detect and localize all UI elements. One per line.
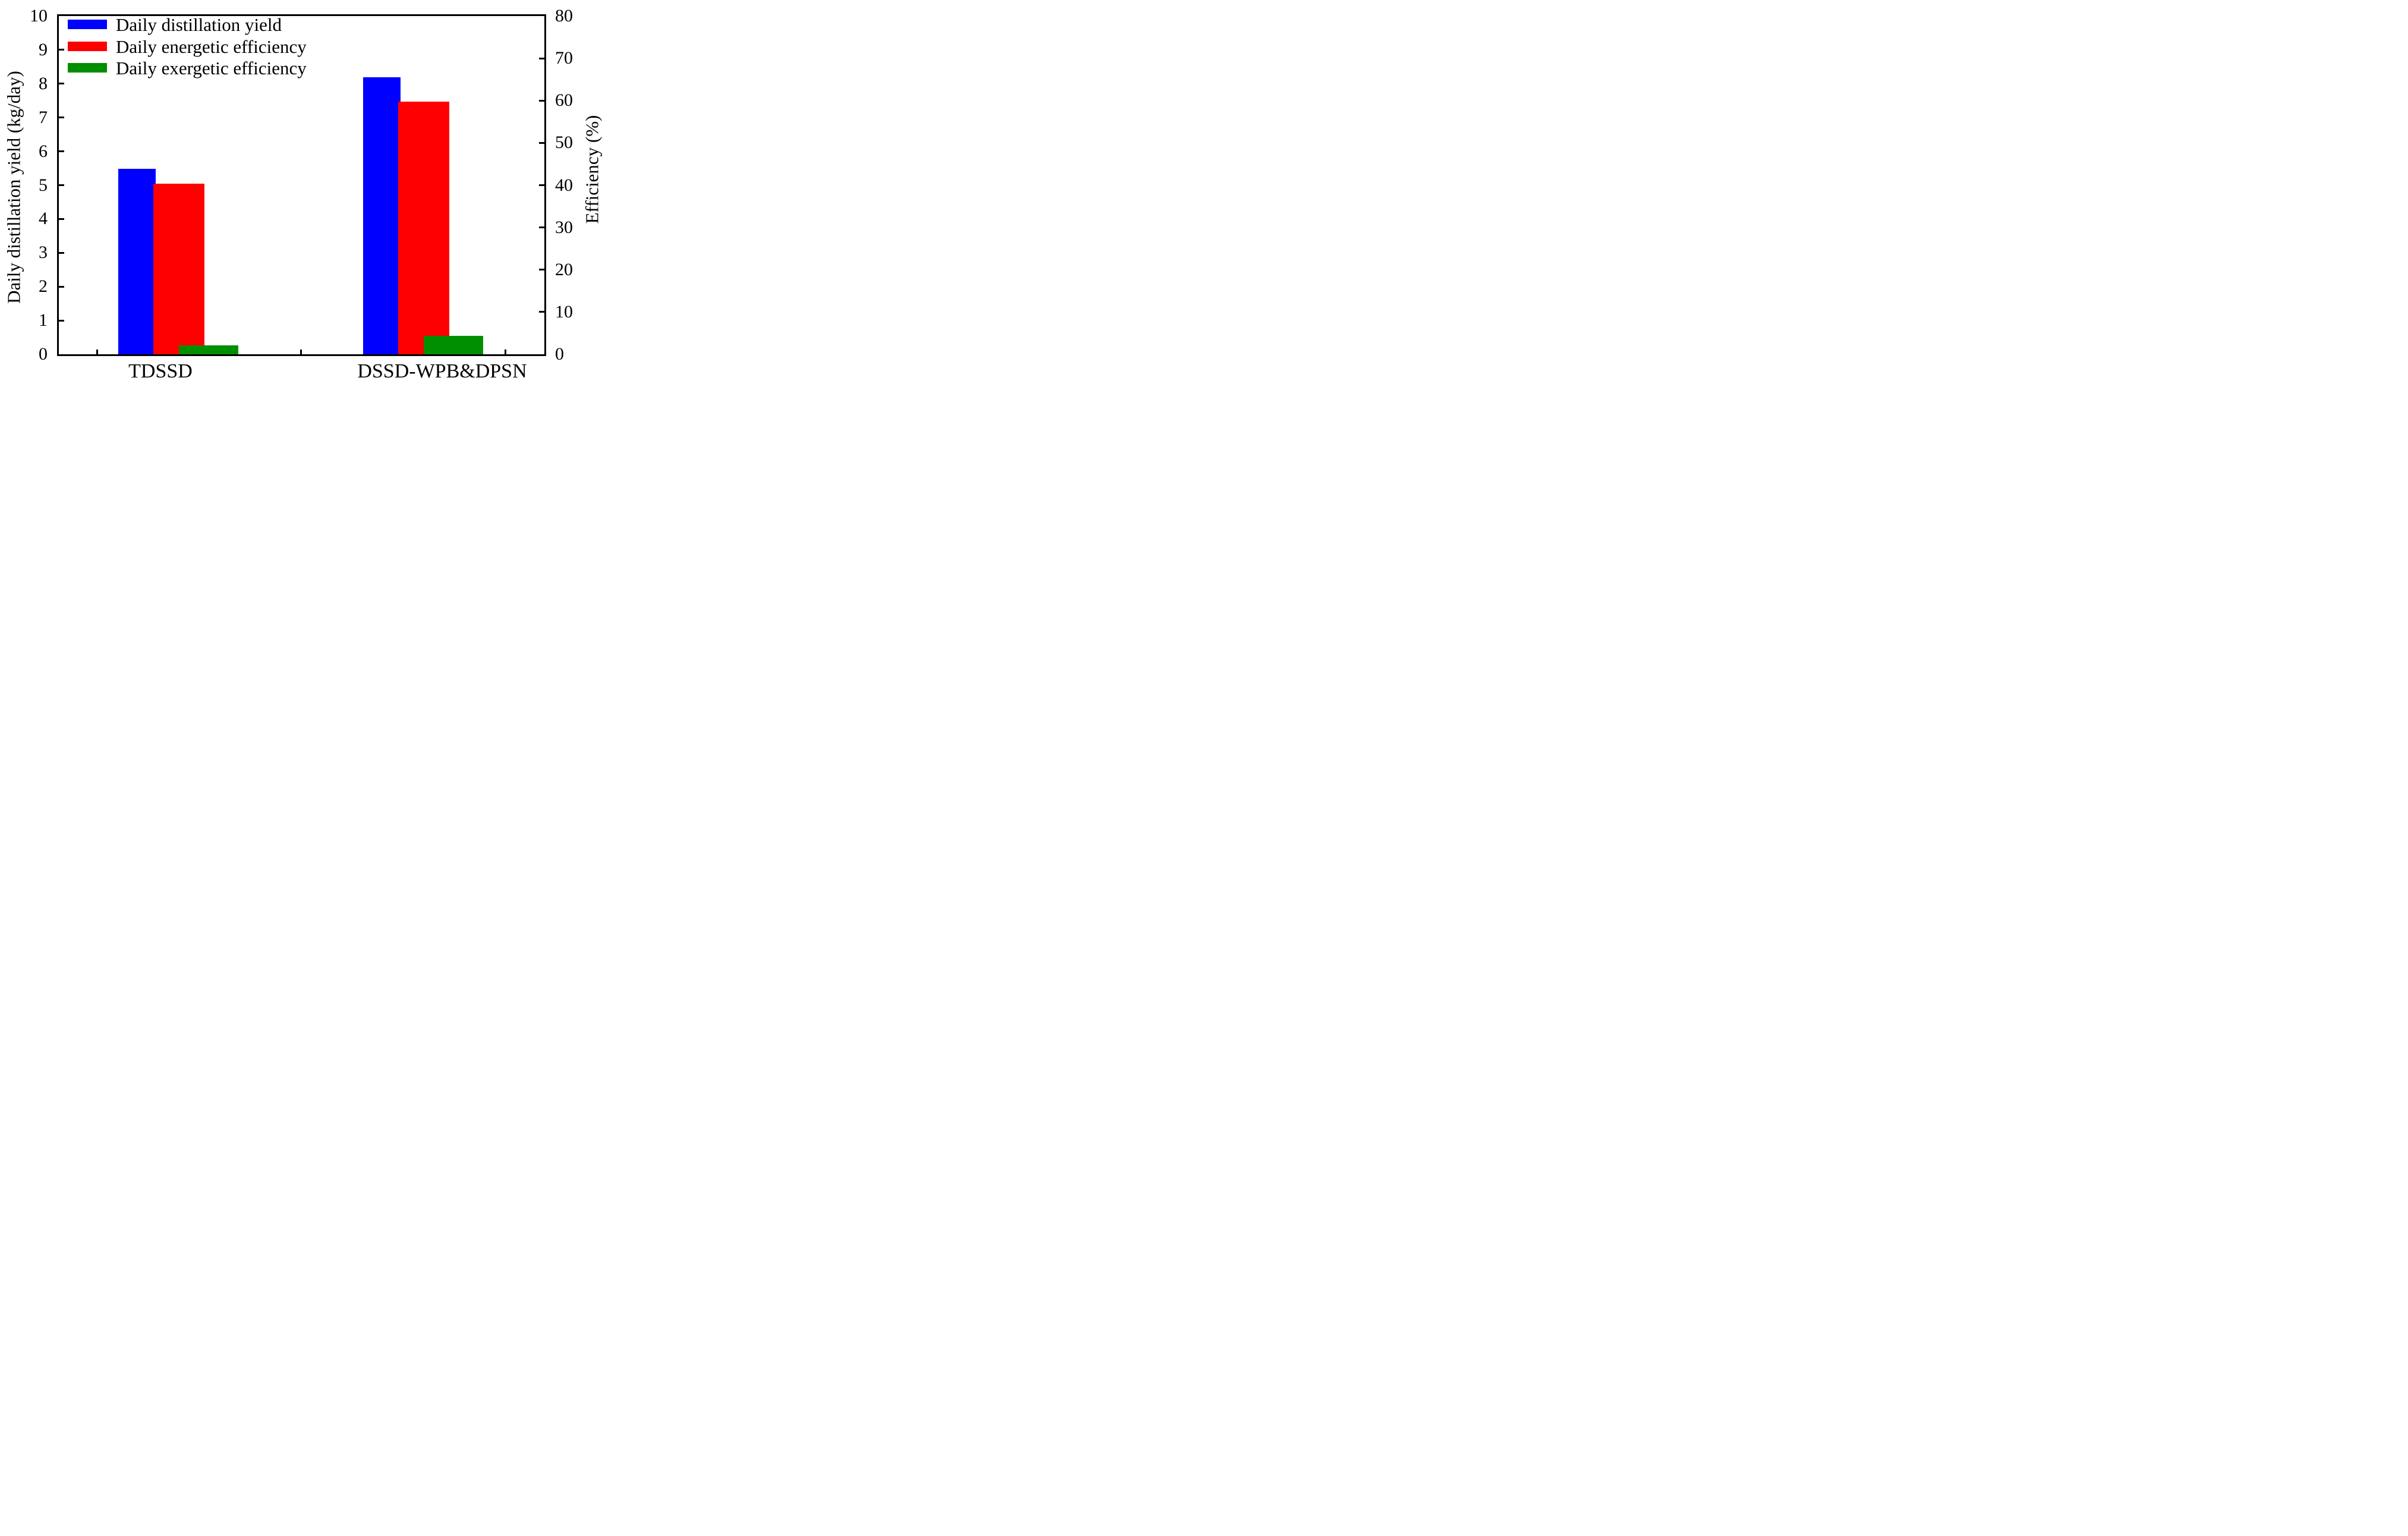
category-label: TDSSD	[128, 360, 193, 382]
left-axis-tick	[59, 184, 64, 186]
bar-daily-exergetic-efficiency	[423, 336, 483, 354]
left-axis-tick-label: 8	[39, 73, 48, 93]
left-axis-tick-label: 10	[30, 6, 48, 26]
legend-label: Daily energetic efficiency	[116, 36, 307, 57]
legend-label: Daily exergetic efficiency	[116, 58, 307, 79]
right-axis-tick-label: 20	[555, 259, 573, 279]
right-axis-title: Efficiency (%)	[581, 115, 603, 224]
left-axis-tick-label: 4	[39, 209, 48, 229]
right-axis-tick-label: 70	[555, 48, 573, 68]
left-axis-tick	[59, 117, 64, 119]
category-label: DSSD-WPB&DPSN	[357, 360, 527, 382]
right-axis-tick	[539, 141, 544, 144]
bar-daily-distillation-yield	[118, 169, 156, 354]
right-axis-tick-label: 80	[555, 6, 573, 26]
right-axis-tick	[539, 99, 544, 102]
x-axis-tick	[300, 350, 302, 354]
bar-daily-exergetic-efficiency	[178, 345, 238, 354]
left-axis-tick	[59, 285, 64, 288]
right-axis-tick-label: 60	[555, 90, 573, 111]
chart-figure: Daily distillation yield (kg/day) Effici…	[0, 0, 602, 384]
bar-daily-energetic-efficiency	[398, 101, 449, 354]
left-axis-tick-label: 1	[39, 310, 48, 331]
legend-swatch	[68, 20, 107, 29]
left-axis-tick-label: 3	[39, 243, 48, 263]
right-axis-tick	[539, 311, 544, 313]
right-axis-tick-label: 50	[555, 133, 573, 153]
plot-frame	[57, 14, 546, 356]
left-axis-tick-label: 6	[39, 141, 48, 161]
left-axis-tick-label: 7	[39, 107, 48, 127]
left-axis-tick-label: 9	[39, 39, 48, 59]
left-axis-tick	[59, 218, 64, 220]
left-axis-tick-label: 5	[39, 175, 48, 195]
bar-daily-energetic-efficiency	[153, 183, 204, 354]
x-axis-tick	[504, 350, 506, 354]
bar-daily-distillation-yield	[363, 77, 401, 354]
left-axis-tick	[59, 49, 64, 51]
right-axis-tick-label: 0	[555, 344, 564, 364]
right-axis-tick	[539, 226, 544, 229]
right-axis-tick	[539, 57, 544, 59]
right-axis-tick	[539, 184, 544, 186]
left-axis-tick	[59, 319, 64, 322]
legend-swatch	[68, 63, 107, 73]
left-axis-tick	[59, 150, 64, 153]
left-axis-tick-label: 0	[39, 344, 48, 364]
right-axis-tick-label: 30	[555, 217, 573, 237]
right-axis-tick	[539, 269, 544, 271]
left-axis-tick	[59, 251, 64, 254]
right-axis-tick-label: 10	[555, 301, 573, 322]
left-axis-tick-label: 2	[39, 276, 48, 297]
right-axis-tick-label: 40	[555, 175, 573, 195]
x-axis-tick	[96, 350, 98, 354]
legend-swatch	[68, 41, 107, 51]
legend-label: Daily distillation yield	[116, 14, 282, 35]
left-axis-tick	[59, 83, 64, 85]
